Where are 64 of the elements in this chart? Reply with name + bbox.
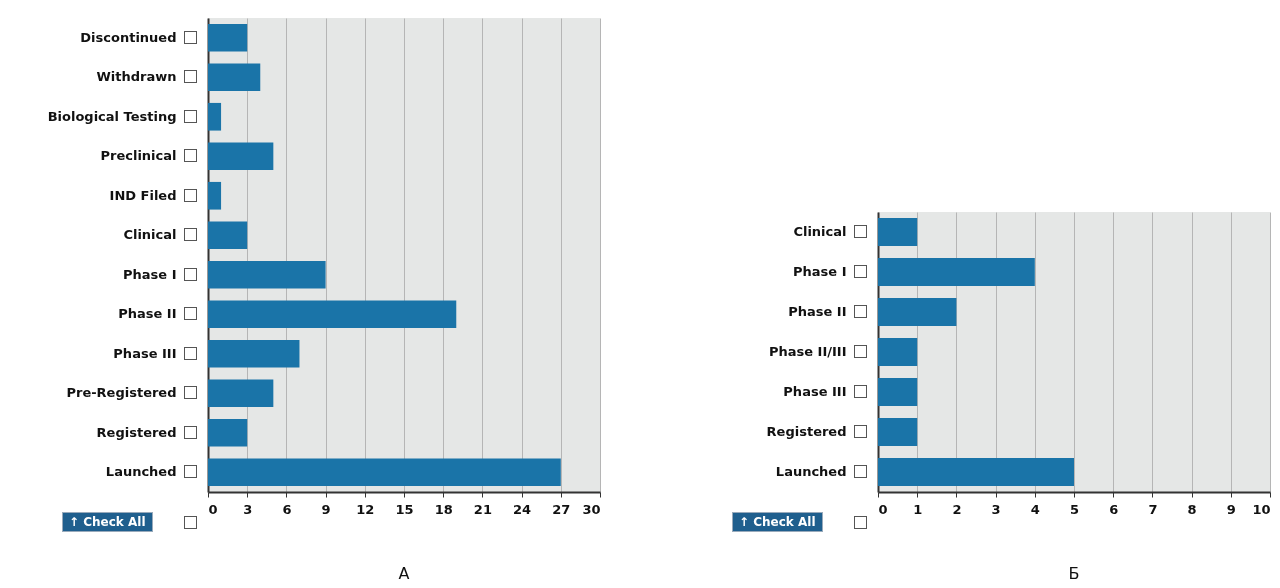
x-tick-label: 21 <box>473 501 492 517</box>
bar <box>878 218 918 246</box>
x-tick-label: 6 <box>1109 501 1119 517</box>
x-tick-label: 18 <box>434 501 453 517</box>
bar <box>878 298 957 326</box>
bar <box>208 102 222 131</box>
y-tick-label: Phase III <box>783 384 847 399</box>
x-tick-label: 3 <box>243 501 253 517</box>
y-tick-label: Phase II <box>118 306 177 322</box>
y-tick-label: Registered <box>766 424 847 439</box>
y-tick-label: Phase I <box>123 266 177 282</box>
x-tick-label: 9 <box>321 501 331 517</box>
x-tick-label: 9 <box>1226 501 1236 517</box>
bar <box>208 221 248 250</box>
y-tick-label: Biological Testing <box>47 108 177 124</box>
bar <box>878 258 1035 286</box>
y-tick-label: Clinical <box>793 224 847 239</box>
y-tick-label: Phase I <box>793 264 847 279</box>
x-tick-label: 15 <box>395 501 414 517</box>
y-tick-label: Pre-Registered <box>66 385 177 401</box>
bar <box>208 418 248 447</box>
y-tick-label: Preclinical <box>100 148 177 164</box>
x-tick-label: 0 <box>208 501 218 517</box>
x-tick-label: 4 <box>1030 501 1040 517</box>
x-tick-label: 0 <box>878 501 888 517</box>
bar <box>878 418 918 446</box>
bar <box>878 338 918 366</box>
bar <box>208 339 300 368</box>
y-tick-label: IND Filed <box>109 187 177 203</box>
x-tick-label: 5 <box>1069 501 1080 517</box>
bar <box>208 458 561 487</box>
x-tick-label: 30 <box>582 501 601 517</box>
y-tick-label: Withdrawn <box>96 69 177 85</box>
x-tick-label: 24 <box>513 501 532 517</box>
y-tick-label: Registered <box>96 424 177 440</box>
bar <box>878 378 918 406</box>
y-tick-label: Launched <box>775 464 847 479</box>
y-tick-label: Clinical <box>123 227 177 243</box>
y-tick-label: Phase II <box>788 304 847 319</box>
x-tick-label: 27 <box>552 501 571 517</box>
y-tick-label: Discontinued <box>80 29 177 45</box>
text: Б <box>1068 564 1080 583</box>
bar <box>208 63 261 92</box>
text: А <box>398 564 410 583</box>
check-all-button: ↑ Check All <box>62 512 153 532</box>
x-tick-label: 3 <box>991 501 1001 517</box>
bar <box>208 142 274 171</box>
y-tick-label: Phase III <box>113 345 177 361</box>
bar <box>878 458 1074 486</box>
bar <box>208 300 457 329</box>
x-tick-label: 10 <box>1252 501 1271 517</box>
bar <box>208 23 248 52</box>
check-all-button: ↑ Check All <box>732 512 823 532</box>
y-tick-label: Launched <box>105 464 177 480</box>
bar <box>208 379 274 408</box>
bar <box>208 260 326 289</box>
x-tick-label: 6 <box>282 501 292 517</box>
x-tick-label: 2 <box>952 501 962 517</box>
x-tick-label: 12 <box>356 501 375 517</box>
y-tick-label: Phase II/III <box>768 344 847 359</box>
x-tick-label: 7 <box>1148 501 1158 517</box>
x-tick-label: 8 <box>1187 501 1197 517</box>
bar <box>208 181 222 210</box>
x-tick-label: 1 <box>913 501 923 517</box>
